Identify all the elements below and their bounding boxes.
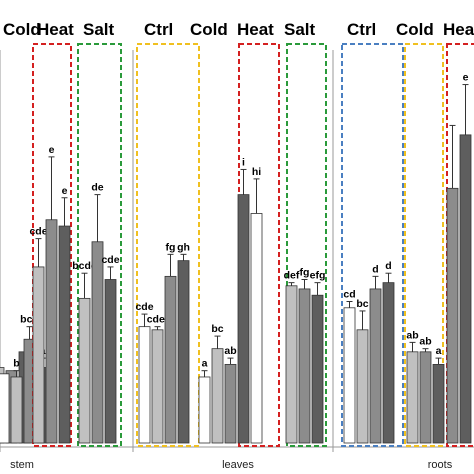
bar-roots-cold-0 [406,351,419,444]
significance-label: e [463,72,469,84]
bar-roots-cold-1 [419,351,432,444]
significance-label: bc [356,298,368,310]
significance-label: ab [224,345,236,357]
tissue-label-leaves: leaves [222,459,254,471]
significance-label: cdef [147,314,169,326]
significance-label: efg [310,270,326,282]
bar-roots-ctrl-3 [382,282,395,444]
bar-stem-salt-0 [78,297,91,444]
bar-leaves-cold-3 [177,260,190,444]
condition-header-leaves-ctrl: Ctrl [144,20,173,39]
significance-label: bcde [72,260,97,272]
condition-box-roots-cold [404,43,444,447]
bar-leaves-salt-0 [285,285,298,444]
condition-box-stem-heat [32,43,72,447]
significance-label: cd [343,289,355,301]
bar-leaves-salt-1 [298,288,311,444]
condition-header-roots-heat: Heat [443,20,474,39]
condition-header-stem-cold: Cold [3,20,41,39]
significance-label: a [202,358,208,370]
bar-roots-ctrl-0 [343,307,356,444]
bar-leaves-heat-3 [237,194,250,444]
condition-header-leaves-salt: Salt [284,20,316,39]
bar-leaves-cold-1 [151,329,164,444]
significance-label: de [91,182,103,194]
significance-label: cde [101,254,119,266]
significance-label: cde [135,301,153,313]
bar-roots-cold-2 [432,363,445,444]
bar-roots-ctrl-1 [356,329,369,444]
bar-leaves-salt-2 [311,294,324,444]
condition-box-roots-ctrl [341,43,404,447]
condition-header-leaves-heat: Heat [237,20,274,39]
significance-label: a [436,345,442,357]
significance-label: d [372,263,378,275]
significance-label: bc [211,323,223,335]
bar-stem-heat-1 [45,219,58,444]
bar-stem-heat-2 [58,225,71,444]
significance-label: fg [300,267,310,279]
bar-stem-salt-2 [104,279,117,444]
bar-leaves-cold-0 [138,326,151,444]
bar-stem-cold-1 [10,376,23,444]
bar-stem-salt-1 [91,241,104,444]
significance-label: e [62,185,68,197]
significance-label: hi [252,166,261,178]
tissue-label-roots: roots [428,459,453,471]
tissue-label-stem: stem [10,459,34,471]
bar-leaves-heat-4 [250,213,263,444]
condition-header-stem-heat: Heat [37,20,74,39]
significance-label: i [242,156,245,168]
condition-header-roots-ctrl: Ctrl [347,20,376,39]
bar-leaves-heat-0 [198,376,211,444]
significance-label: fg [166,241,176,253]
bar-roots-heat-0 [446,187,459,444]
bar-stem-heat-0 [32,266,45,444]
significance-label: def [284,270,300,282]
significance-label: b [13,358,19,370]
bar-leaves-cold-2 [164,275,177,444]
condition-box-leaves-salt [286,43,327,447]
condition-header-roots-cold: Cold [396,20,434,39]
significance-label: ab [419,336,431,348]
bar-leaves-heat-1 [211,348,224,444]
significance-label: ab [406,329,418,341]
condition-box-stem-salt [77,43,122,447]
bar-roots-ctrl-2 [369,288,382,444]
significance-label: gh [177,241,190,253]
significance-label: d [385,260,391,272]
significance-label: e [49,144,55,156]
condition-header-leaves-cold: Cold [190,20,228,39]
bar-stem-cold-0 [0,373,10,444]
condition-header-stem-salt: Salt [83,20,115,39]
bar-roots-heat-1 [459,134,472,444]
bar-leaves-heat-2 [224,363,237,444]
significance-label: cde [29,226,47,238]
